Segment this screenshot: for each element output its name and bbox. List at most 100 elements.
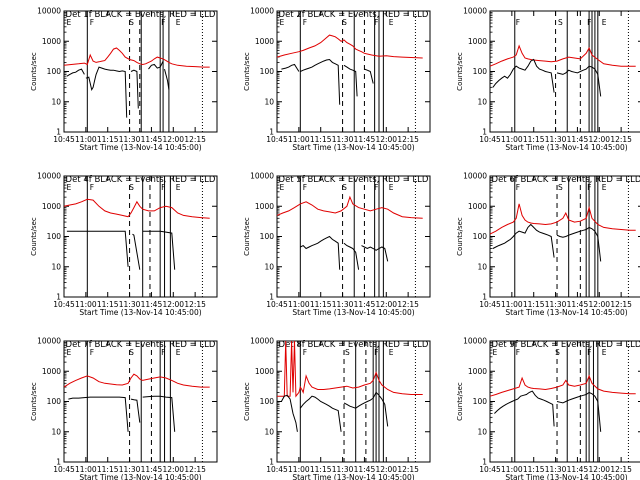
det2-ylabel: Counts/sec [243, 52, 251, 91]
det4-lld-line [63, 198, 210, 219]
det7-marker-label: E [66, 348, 71, 357]
det1-events-line [66, 68, 85, 77]
det2-ytick-label: 100 [260, 67, 275, 76]
det7-ytick-label: 100 [47, 397, 62, 406]
det5-marker-label: F [374, 183, 378, 192]
det3-ytick-label: 1000 [468, 37, 487, 46]
det4-xtick-label: 11:30 [119, 300, 141, 309]
det1-marker-label: S [129, 18, 134, 27]
det6-xtick-label: 11:45 [567, 300, 589, 309]
det5-xtick-label: 11:15 [310, 300, 332, 309]
det6-xtick-label: 11:30 [545, 300, 567, 309]
det1-lld-line [63, 47, 210, 68]
det9-xtick-label: 12:15 [610, 465, 632, 474]
det9-title: Det 9f BLACK = Events, RED = LLD [492, 340, 640, 350]
det4-ytick-label: 1000 [42, 202, 61, 211]
det1-marker-label: E [176, 18, 181, 27]
det2-ytick-label: 1 [269, 128, 274, 137]
det2-marker-label: F [303, 18, 307, 27]
det9-ytick-label: 1000 [468, 367, 487, 376]
det6-xtick-label: 11:15 [523, 300, 545, 309]
det8-events-line [280, 394, 298, 432]
det5-xtick-label: 11:30 [332, 300, 354, 309]
det4-marker-label: S [129, 183, 134, 192]
det6-ylabel: Counts/sec [456, 217, 464, 256]
det3-marker-label: F [587, 18, 591, 27]
det8-marker-label: F [303, 348, 307, 357]
det1-ytick-label: 1 [56, 128, 61, 137]
det2-ytick-label: 10000 [250, 7, 274, 16]
det5-title: Det 5f BLACK = Events, RED = LLD [279, 175, 429, 185]
det6-xlabel: Start Time (13-Nov-14 10:45:00) [505, 308, 627, 317]
det2-xtick-label: 10:45 [266, 135, 288, 144]
det3-xtick-label: 11:15 [523, 135, 545, 144]
det5-marker-label: E [389, 183, 394, 192]
det7-title: Det 7f BLACK = Events, RED = LLD [66, 340, 216, 350]
det6-ytick-label: 10000 [463, 172, 487, 181]
det4-xtick-label: 11:45 [141, 300, 163, 309]
det9-xtick-label: 11:00 [501, 465, 523, 474]
det3-lld-line [489, 44, 636, 67]
det6-events-line [556, 226, 602, 262]
det8-xtick-label: 10:45 [266, 465, 288, 474]
det4-ytick-label: 10 [51, 262, 61, 271]
det9-ylabel: Counts/sec [456, 382, 464, 421]
det8-marker-label: S [345, 348, 350, 357]
det4-xtick-label: 11:15 [97, 300, 119, 309]
det8-events-line [299, 395, 342, 432]
det2-marker-label: F [374, 18, 378, 27]
det5-ytick-label: 1000 [255, 202, 274, 211]
det2-events-line [343, 64, 358, 97]
det8-xtick-label: 11:00 [288, 465, 310, 474]
det7-xtick-label: 12:15 [184, 465, 206, 474]
det3-events-line [492, 58, 555, 93]
det5-xtick-label: 12:15 [397, 300, 419, 309]
det8-ytick-label: 10 [264, 427, 274, 436]
det8-xtick-label: 11:15 [310, 465, 332, 474]
det4-ylabel: Counts/sec [30, 217, 38, 256]
det3-ylabel: Counts/sec [456, 52, 464, 91]
det8-ytick-label: 1 [269, 458, 274, 467]
det3-marker-label: F [516, 18, 520, 27]
det4-ytick-label: 10000 [37, 172, 61, 181]
det2-events-line [300, 58, 341, 105]
det7-ytick-label: 1000 [42, 367, 61, 376]
det2-xtick-label: 11:15 [310, 135, 332, 144]
det8-xlabel: Start Time (13-Nov-14 10:45:00) [292, 473, 414, 480]
det7-ytick-label: 1 [56, 458, 61, 467]
det1-xtick-label: 12:15 [184, 135, 206, 144]
det4-xtick-label: 10:45 [53, 300, 75, 309]
det9-events-line [556, 391, 602, 432]
det1-xlabel: Start Time (13-Nov-14 10:45:00) [79, 143, 201, 152]
det9-marker-label: S [555, 348, 560, 357]
det9-ytick-label: 1 [482, 458, 487, 467]
det9-marker-label: E [602, 348, 607, 357]
det7-xtick-label: 10:45 [53, 465, 75, 474]
det4-title: Det 4f BLACK = Events, RED = LLD [66, 175, 216, 185]
det7-xlabel: Start Time (13-Nov-14 10:45:00) [79, 473, 201, 480]
det1-marker-label: F [90, 18, 94, 27]
det6-ytick-label: 1000 [468, 202, 487, 211]
det8-ylabel: Counts/sec [243, 382, 251, 421]
det1-marker-label: E [66, 18, 71, 27]
det4-events-line [132, 233, 141, 270]
det6-ytick-label: 1 [482, 293, 487, 302]
det7-xtick-label: 11:00 [75, 465, 97, 474]
det9-marker-label: F [587, 348, 591, 357]
det5-xlabel: Start Time (13-Nov-14 10:45:00) [292, 308, 414, 317]
det8-title: Det 8f BLACK = Events, RED = LLD [279, 340, 429, 350]
det1-events-line [130, 69, 139, 109]
det4-marker-label: F [161, 183, 165, 192]
det4-ytick-label: 1 [56, 293, 61, 302]
det8-xtick-label: 11:45 [354, 465, 376, 474]
det3-xtick-label: 11:00 [501, 135, 523, 144]
det1-xtick-label: 11:00 [75, 135, 97, 144]
det9-marker-label: E [492, 348, 497, 357]
det4-events-line [142, 230, 176, 270]
det9-xlabel: Start Time (13-Nov-14 10:45:00) [505, 473, 627, 480]
det8-ytick-label: 10000 [250, 337, 274, 346]
det5-events-line [343, 242, 360, 270]
det4-marker-label: F [90, 183, 94, 192]
det1-xtick-label: 10:45 [53, 135, 75, 144]
det1-xtick-label: 12:00 [162, 135, 184, 144]
